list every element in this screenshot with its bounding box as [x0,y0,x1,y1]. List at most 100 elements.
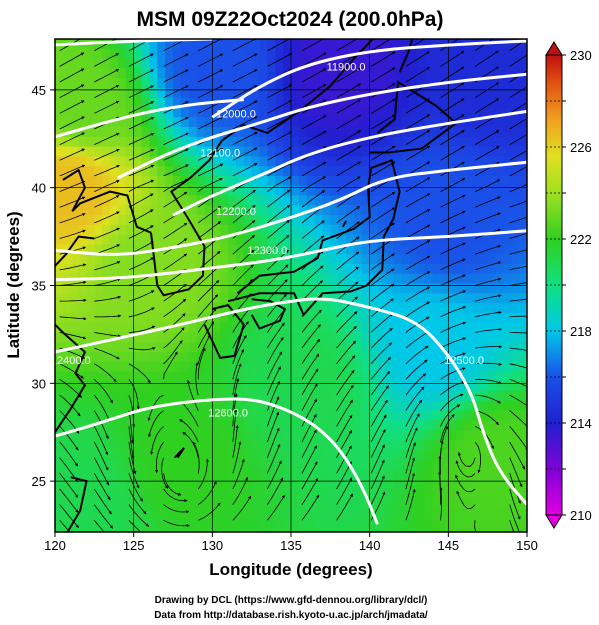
field-cell [487,293,497,304]
field-cell [464,342,473,353]
streamline [59,52,85,67]
field-cell [79,538,87,548]
field-cell [416,508,426,519]
field-cell [479,78,489,89]
field-cell [291,459,300,470]
field-cell [338,361,347,373]
field-cell [401,175,410,187]
field-cell [141,78,150,89]
field-cell [511,127,520,138]
field-cell [519,410,527,422]
field-cell [267,538,275,548]
field-cell [117,518,127,529]
field-cell [283,430,292,441]
field-cell [125,361,135,373]
field-cell [141,469,150,480]
field-cell [165,449,174,461]
field-cell [456,263,465,275]
field-cell [353,381,363,392]
field-cell [102,224,111,236]
field-cell [259,518,268,529]
field-cell [157,420,166,431]
field-cell [479,410,489,422]
streamline [455,474,476,493]
field-cell [117,283,127,294]
field-cell [220,166,229,177]
field-cell [275,205,284,216]
streamline [128,504,150,527]
field-cell [94,303,103,314]
field-cell [330,449,339,461]
field-cell [385,283,394,294]
field-cell [204,381,213,392]
streamline [370,371,391,396]
field-cell [188,381,198,392]
field-cell [361,234,371,246]
field-cell [353,469,363,480]
field-cell [173,528,182,532]
field-cell [220,420,229,431]
field-cell [188,107,198,118]
streamline [232,147,258,161]
field-cell [322,479,331,490]
field-cell [424,410,434,422]
field-cell [440,312,449,324]
streamline [163,313,186,333]
field-cell [133,303,143,314]
field-cell [495,381,504,392]
field-cell [165,48,174,60]
field-cell [369,58,379,69]
streamline [267,336,284,364]
field-cell [212,117,221,128]
field-cell [519,303,527,314]
contour-line [172,109,527,217]
field-cell [416,273,426,285]
plot-area: 11900.012000.012100.012200.012300.012400… [54,38,528,548]
field-cell [94,479,103,490]
field-cell [220,498,229,510]
field-cell [306,322,316,334]
field-cell [173,538,181,548]
field-cell [464,234,473,246]
field-cell [495,146,504,157]
field-cell [503,58,512,69]
field-cell [330,508,339,519]
field-cell [401,430,410,441]
field-cell [86,371,95,382]
field-cell [110,254,119,265]
field-cell [220,39,229,50]
field-cell [346,400,355,412]
field-cell [117,352,127,363]
field-cell [456,224,465,236]
field-cell [228,117,237,128]
field-cell [346,127,355,138]
field-cell [369,518,379,529]
field-cell [416,263,426,275]
field-cell [306,391,316,402]
field-cell [495,254,504,265]
field-cell [353,58,363,69]
field-cell [511,244,520,255]
field-cell [377,381,386,392]
field-cell [228,254,237,265]
field-cell [456,420,465,431]
field-cell [243,430,253,441]
streamline [509,249,527,255]
streamline [440,414,455,443]
field-cell [322,440,331,451]
field-cell [432,117,442,128]
streamline [440,50,465,67]
field-cell [275,430,284,441]
field-cell [519,244,527,255]
field-cell [464,136,473,148]
field-cell [157,518,166,529]
field-cell [369,361,379,373]
field-cell [338,205,347,216]
field-cell [472,538,480,548]
field-cell [157,205,166,216]
field-cell [55,146,64,157]
field-cell [133,97,143,109]
streamline [94,295,122,302]
field-cell [503,508,512,519]
field-cell [110,127,119,138]
